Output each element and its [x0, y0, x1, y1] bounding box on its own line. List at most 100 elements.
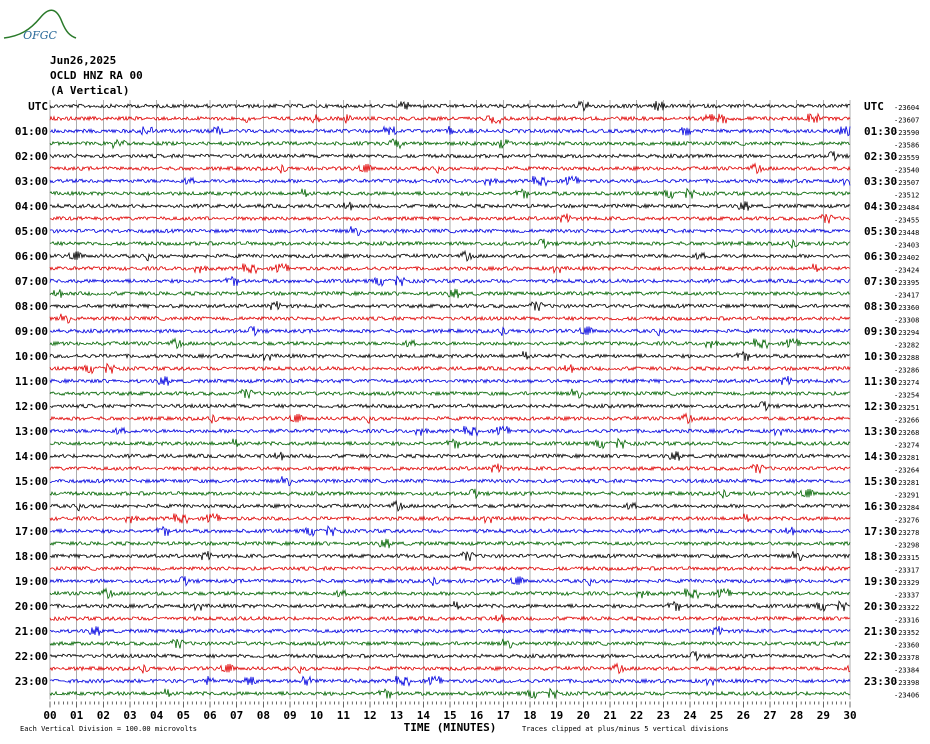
- trace: [49, 451, 851, 461]
- left-time-label: 11:00: [15, 375, 48, 388]
- trace-offset: -23281: [894, 479, 919, 487]
- right-time-label: 09:30: [864, 325, 897, 338]
- trace-offset: -23417: [894, 292, 919, 300]
- trace: [49, 401, 851, 412]
- right-time-label: 05:30: [864, 225, 897, 238]
- trace-offset: -23403: [894, 242, 919, 250]
- trace: [49, 638, 851, 649]
- right-time-label: 06:30: [864, 250, 897, 263]
- trace-offset: -23455: [894, 217, 919, 225]
- trace-offset: -23274: [894, 442, 919, 450]
- left-time-label: 01:00: [15, 125, 48, 138]
- trace: [50, 525, 851, 537]
- trace-offset: -23512: [894, 192, 919, 200]
- left-time-label: 17:00: [15, 525, 48, 538]
- trace-offset: -23251: [894, 404, 919, 412]
- trace-offset: -23402: [894, 254, 919, 262]
- component: (A Vertical): [50, 84, 129, 97]
- x-tick-label: 02: [97, 709, 110, 722]
- x-tick-label: 00: [43, 709, 56, 722]
- trace: [49, 476, 851, 487]
- left-time-label: 10:00: [15, 350, 48, 363]
- right-time-label: 04:30: [864, 200, 897, 213]
- x-tick-label: 09: [283, 709, 296, 722]
- trace: [49, 551, 851, 562]
- x-tick-label: 26: [737, 709, 751, 722]
- trace: [49, 614, 851, 623]
- trace: [49, 138, 851, 150]
- trace: [49, 687, 851, 700]
- trace: [49, 499, 851, 512]
- left-time-label: 14:00: [15, 450, 48, 463]
- trace-offset: -23286: [894, 367, 919, 375]
- station: OCLD HNZ RA 00: [50, 69, 143, 82]
- left-time-label: UTC: [28, 100, 48, 113]
- trace-offset: -23337: [894, 592, 919, 600]
- trace: [49, 125, 851, 137]
- left-time-label: 08:00: [15, 300, 48, 313]
- x-tick-label: 12: [363, 709, 376, 722]
- x-tick-label: 13: [390, 709, 403, 722]
- trace-offset: -23352: [894, 629, 919, 637]
- trace-offset: -23448: [894, 229, 919, 237]
- logo: OFGC: [3, 9, 77, 42]
- trace-offset: -23384: [894, 667, 919, 675]
- clip-note: Traces clipped at plus/minus 5 vertical …: [522, 725, 729, 733]
- trace: [49, 576, 851, 587]
- left-time-label: 03:00: [15, 175, 48, 188]
- trace: [49, 301, 851, 312]
- left-time-label: 05:00: [15, 225, 48, 238]
- left-time-label: 07:00: [15, 275, 48, 288]
- x-tick-label: 24: [683, 709, 697, 722]
- left-time-label: 22:00: [15, 650, 48, 663]
- trace-offset: -23266: [894, 417, 919, 425]
- trace: [49, 362, 851, 375]
- x-tick-label: 30: [843, 709, 856, 722]
- trace-offset: -23360: [894, 304, 919, 312]
- x-tick-label: 15: [443, 709, 456, 722]
- trace-offset: -23291: [894, 492, 919, 500]
- right-time-label: 14:30: [864, 450, 897, 463]
- right-time-label: 03:30: [864, 175, 897, 188]
- trace: [49, 425, 851, 437]
- trace: [49, 662, 851, 675]
- trace-offset: -23288: [894, 354, 919, 362]
- right-time-label: 08:30: [864, 300, 897, 313]
- trace-offset: -23276: [894, 517, 919, 525]
- x-tick-label: 27: [763, 709, 776, 722]
- trace-offset: -23484: [894, 204, 919, 212]
- trace-offset: -23315: [894, 554, 919, 562]
- left-time-label: 20:00: [15, 600, 48, 613]
- trace-offset: -23329: [894, 579, 919, 587]
- trace-offset: -23254: [894, 392, 919, 400]
- trace-offset: -23294: [894, 329, 919, 337]
- right-time-label: 15:30: [864, 475, 897, 488]
- left-time-label: 15:00: [15, 475, 48, 488]
- x-axis-title: TIME (MINUTES): [404, 721, 497, 734]
- trace: [49, 275, 851, 287]
- trace: [49, 326, 851, 337]
- trace-offset: -23604: [894, 104, 919, 112]
- right-time-label: 19:30: [864, 575, 897, 588]
- trace-offset: -23586: [894, 142, 919, 150]
- x-tick-label: 19: [550, 709, 563, 722]
- trace: [49, 626, 851, 636]
- trace: [49, 463, 851, 474]
- right-time-label: 10:30: [864, 350, 897, 363]
- x-tick-label: 23: [657, 709, 670, 722]
- trace: [49, 350, 851, 362]
- trace: [49, 187, 851, 200]
- x-tick-label: 01: [70, 709, 84, 722]
- trace-offset: -23308: [894, 317, 919, 325]
- trace: [49, 675, 851, 687]
- x-tick-label: 08: [257, 709, 270, 722]
- x-tick-label: 20: [577, 709, 590, 722]
- left-time-label: 04:00: [15, 200, 48, 213]
- trace-offset: -23317: [894, 567, 919, 575]
- right-time-label: 17:30: [864, 525, 897, 538]
- trace: [49, 249, 851, 262]
- logo-text: OFGC: [23, 29, 57, 42]
- trace-offset: -23282: [894, 342, 919, 350]
- trace-offset: -23406: [894, 692, 919, 700]
